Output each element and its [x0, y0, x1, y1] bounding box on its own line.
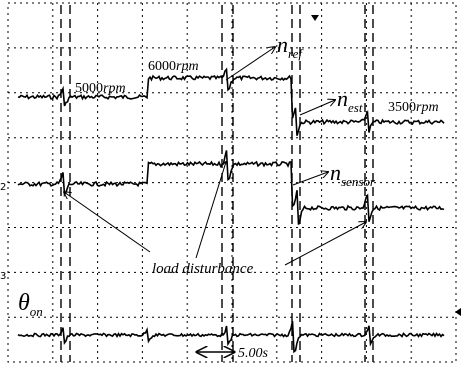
trace-label: nest	[337, 86, 363, 115]
arrows	[64, 47, 366, 265]
annotation: load disturbance	[152, 261, 254, 277]
speed-label: 5000rpm	[75, 81, 126, 96]
scope-screen: 2 3 5000rpm 6000rpm 3500rpm nref nest ns…	[0, 0, 463, 365]
level-marker	[455, 308, 461, 316]
speed-label: 3500rpm	[388, 100, 439, 115]
trace	[18, 321, 444, 352]
trigger-marker	[311, 15, 319, 21]
trace	[18, 150, 444, 224]
channel-marker: 3	[0, 271, 6, 282]
traces	[18, 69, 444, 351]
channel-marker: 2	[0, 182, 6, 193]
trace-label: nsensor	[330, 160, 376, 189]
speed-label: 6000rpm	[148, 59, 199, 74]
time-scale: 5.00s	[238, 346, 269, 361]
trace-label: θon	[18, 290, 43, 319]
trace	[18, 69, 444, 135]
